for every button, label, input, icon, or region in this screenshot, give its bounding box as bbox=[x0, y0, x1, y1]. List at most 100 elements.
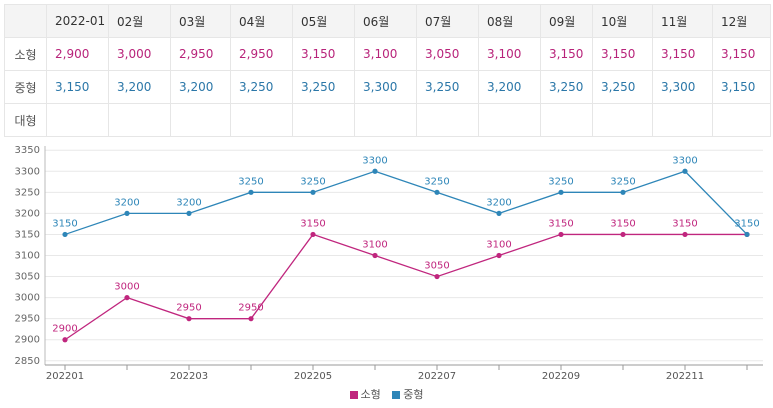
table-row: 3,250 3,300 3,250 3,200 3,250 3,250 3,30… bbox=[292, 70, 771, 104]
price-cell: 3,250 bbox=[540, 70, 593, 104]
data-point bbox=[372, 252, 378, 259]
price-cell bbox=[230, 103, 293, 137]
data-label: 2950 bbox=[238, 303, 263, 314]
data-point bbox=[620, 231, 626, 238]
legend-item-small[interactable]: 소형 bbox=[349, 388, 381, 401]
y-tick-label: 3050 bbox=[15, 272, 40, 283]
price-cell: 3,150 bbox=[712, 37, 771, 71]
data-label: 3250 bbox=[424, 176, 449, 187]
data-point bbox=[682, 231, 688, 238]
y-tick-label: 2900 bbox=[15, 335, 40, 346]
price-cell: 3,050 bbox=[416, 37, 479, 71]
y-tick-label: 3000 bbox=[15, 293, 40, 304]
table-row: 소형 2,900 3,000 2,950 2,950 bbox=[4, 37, 293, 71]
price-cell bbox=[108, 103, 171, 137]
data-label: 3300 bbox=[362, 155, 387, 166]
data-point bbox=[124, 295, 130, 301]
price-cell: 3,250 bbox=[592, 70, 653, 104]
y-tick-label: 2850 bbox=[15, 356, 40, 367]
data-label: 3150 bbox=[300, 218, 325, 229]
data-point bbox=[620, 189, 626, 195]
month-header: 06월 bbox=[354, 4, 417, 38]
price-cell bbox=[170, 103, 231, 137]
price-cell: 3,300 bbox=[652, 70, 713, 104]
month-header: 07월 bbox=[416, 4, 479, 38]
legend-swatch-medium bbox=[392, 391, 401, 399]
price-cell: 2,900 bbox=[46, 37, 109, 71]
price-cell: 3,200 bbox=[478, 70, 541, 104]
data-label: 3300 bbox=[672, 155, 697, 166]
row-label-large: 대형 bbox=[4, 103, 47, 137]
month-header: 04월 bbox=[230, 4, 293, 38]
y-tick-label: 3150 bbox=[15, 229, 40, 240]
price-cell: 3,150 bbox=[712, 70, 771, 104]
data-point bbox=[558, 231, 564, 238]
data-label: 3150 bbox=[734, 218, 759, 229]
month-header: 02월 bbox=[108, 4, 171, 38]
month-header: 2022-01 bbox=[46, 4, 109, 38]
data-point bbox=[558, 189, 564, 195]
chart-legend: 소형 중형 bbox=[0, 386, 773, 402]
data-label: 3150 bbox=[610, 218, 635, 229]
table-corner-cell bbox=[4, 4, 47, 38]
data-point bbox=[496, 252, 502, 259]
price-cell bbox=[712, 103, 771, 137]
data-label: 3150 bbox=[672, 218, 697, 229]
data-label: 3200 bbox=[486, 197, 511, 208]
price-cell: 3,250 bbox=[230, 70, 293, 104]
data-point bbox=[62, 337, 68, 343]
series-line-medium bbox=[64, 170, 748, 236]
price-cell: 3,150 bbox=[292, 37, 355, 71]
data-point bbox=[124, 210, 130, 216]
x-tick-label: 202203 bbox=[170, 371, 208, 382]
month-header: 08월 bbox=[478, 4, 541, 38]
row-label-small: 소형 bbox=[4, 37, 47, 71]
data-label: 3250 bbox=[238, 176, 263, 187]
month-header: 05월 bbox=[292, 4, 355, 38]
data-label: 2950 bbox=[176, 303, 201, 314]
y-tick-label: 3350 bbox=[15, 145, 40, 156]
x-tick-label: 202209 bbox=[542, 371, 580, 382]
month-header: 03월 bbox=[170, 4, 231, 38]
data-point bbox=[496, 210, 502, 216]
y-tick-label: 3200 bbox=[15, 208, 40, 219]
x-tick-label: 202205 bbox=[294, 371, 332, 382]
table-row: 3,150 3,100 3,050 3,100 3,150 3,150 3,15… bbox=[292, 37, 771, 71]
price-cell: 3,100 bbox=[354, 37, 417, 71]
data-point bbox=[682, 168, 688, 174]
price-table-left: 2022-01 02월 03월 04월 소형 2,900 3,000 2,950… bbox=[4, 4, 293, 137]
data-point bbox=[372, 168, 378, 174]
price-cell: 3,200 bbox=[108, 70, 171, 104]
price-table-right: 05월 06월 07월 08월 09월 10월 11월 12월 3,150 3,… bbox=[292, 4, 771, 137]
price-cell bbox=[478, 103, 541, 137]
data-point bbox=[248, 189, 254, 195]
price-cell: 2,950 bbox=[230, 37, 293, 71]
price-cell bbox=[354, 103, 417, 137]
x-tick-label: 202201 bbox=[46, 371, 84, 382]
month-header: 10월 bbox=[592, 4, 653, 38]
data-label: 3050 bbox=[424, 261, 449, 272]
price-cell: 3,150 bbox=[652, 37, 713, 71]
price-cell bbox=[292, 103, 355, 137]
y-tick-label: 3250 bbox=[15, 187, 40, 198]
data-point bbox=[434, 189, 440, 195]
data-label: 3250 bbox=[548, 176, 573, 187]
price-cell: 3,150 bbox=[540, 37, 593, 71]
y-tick-label: 3100 bbox=[15, 251, 40, 262]
data-point bbox=[310, 231, 316, 238]
data-label: 3100 bbox=[486, 240, 511, 251]
x-tick-label: 202207 bbox=[418, 371, 456, 382]
month-header: 12월 bbox=[712, 4, 771, 38]
data-label: 3200 bbox=[176, 197, 201, 208]
table-row: 대형 bbox=[4, 103, 293, 137]
price-cell bbox=[46, 103, 109, 137]
legend-label-small: 소형 bbox=[360, 388, 381, 401]
price-cell: 3,100 bbox=[478, 37, 541, 71]
price-cell: 3,300 bbox=[354, 70, 417, 104]
data-label: 3100 bbox=[362, 240, 387, 251]
data-point bbox=[248, 316, 254, 322]
price-cell: 3,250 bbox=[292, 70, 355, 104]
legend-item-medium[interactable]: 중형 bbox=[392, 388, 424, 401]
data-point bbox=[310, 189, 316, 195]
legend-label-medium: 중형 bbox=[403, 388, 424, 401]
